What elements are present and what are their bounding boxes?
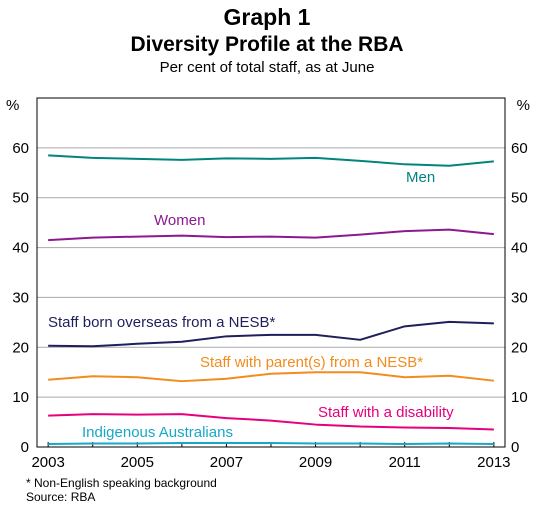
y-tick-left-10: 10: [12, 389, 29, 406]
y-tick-right-20: 20: [511, 339, 528, 356]
y-tick-right-10: 10: [511, 389, 528, 406]
x-tick-2003: 2003: [31, 454, 64, 471]
y-unit-left: %: [6, 97, 19, 114]
x-tick-2007: 2007: [210, 454, 243, 471]
plot-frame: [36, 97, 506, 448]
y-tick-left-60: 60: [12, 140, 29, 157]
x-tick-2013: 2013: [477, 454, 510, 471]
y-tick-left-40: 40: [12, 240, 29, 257]
footnote-nesb: * Non-English speaking background: [26, 476, 217, 490]
footnote-source: Source: RBA: [26, 490, 96, 504]
y-tick-right-60: 60: [511, 140, 528, 157]
y-unit-right: %: [517, 97, 530, 114]
y-tick-left-30: 30: [12, 289, 29, 306]
series-line-disability: [48, 413, 494, 431]
series-line-parents: [48, 371, 494, 383]
series-line-indigenous: [48, 442, 494, 446]
x-tick-2009: 2009: [299, 454, 332, 471]
series-label-men: Men: [406, 169, 435, 186]
x-tick-2005: 2005: [121, 454, 154, 471]
series-line-overseas: [48, 320, 494, 348]
series-label-indigenous: Indigenous Australians: [82, 424, 233, 441]
y-tick-right-50: 50: [511, 190, 528, 207]
y-tick-left-50: 50: [12, 190, 29, 207]
series-label-women: Women: [154, 212, 205, 229]
y-tick-left-20: 20: [12, 339, 29, 356]
series-label-overseas: Staff born overseas from a NESB*: [48, 314, 275, 331]
y-tick-right-30: 30: [511, 289, 528, 306]
y-tick-right-0: 0: [511, 439, 519, 456]
series-line-women: [48, 228, 494, 242]
graph-number: Graph 1: [223, 4, 311, 30]
y-tick-right-40: 40: [511, 240, 528, 257]
y-tick-left-0: 0: [21, 439, 29, 456]
x-tick-2011: 2011: [389, 454, 421, 471]
series-label-disability: Staff with a disability: [318, 404, 454, 421]
chart-subtitle: Per cent of total staff, as at June: [159, 59, 375, 76]
series-label-parents: Staff with parent(s) from a NESB*: [200, 354, 423, 371]
chart-title: Diversity Profile at the RBA: [130, 33, 404, 56]
series-line-men: [48, 154, 494, 167]
